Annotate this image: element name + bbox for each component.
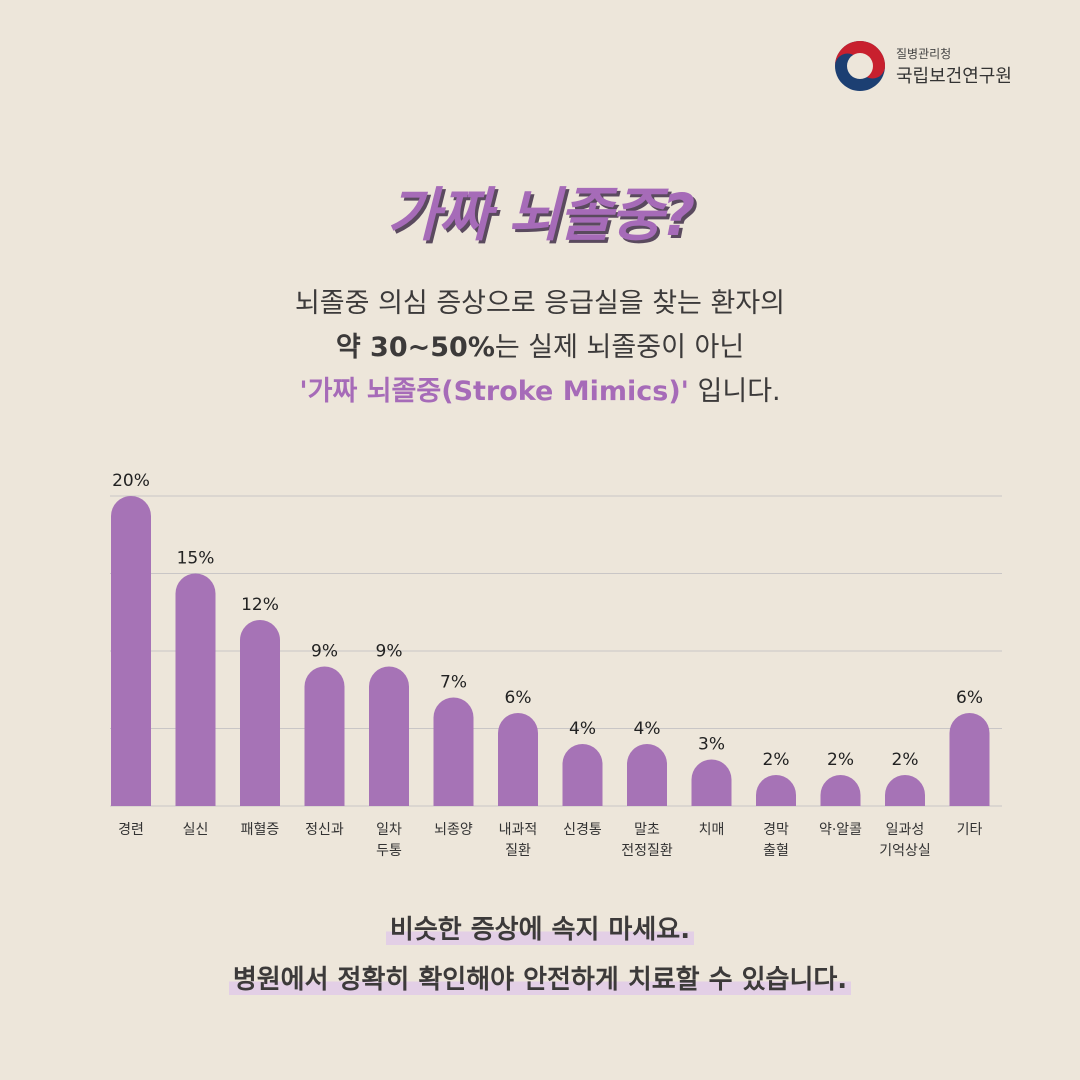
data-label: 15% [177,549,215,569]
category-label: 신경통 [563,822,602,838]
data-label: 12% [241,595,279,615]
data-label: 2% [892,750,919,770]
bar [433,697,474,806]
subtitle-line2: 약 30~50%는 실제 뇌졸중이 아닌 [0,326,1080,370]
footer: 비슷한 증상에 속지 마세요. 병원에서 정확히 확인해야 안전하게 치료할 수… [0,905,1080,1005]
bar [369,666,409,806]
category-label: 말초 전정질환 [621,822,673,859]
subtitle: 뇌졸중 의심 증상으로 응급실을 찾는 환자의 약 30~50%는 실제 뇌졸중… [0,282,1080,414]
subtitle-line3: '가짜 뇌졸중(Stroke Mimics)' 입니다. [0,370,1080,414]
institute-name: 국립보건연구원 [896,65,1012,87]
data-label: 6% [956,688,983,708]
category-label: 경막 출혈 [763,822,789,859]
subtitle-percent: 약 30~50% [335,332,495,363]
category-label: 정신과 [305,822,344,838]
data-label: 9% [376,642,403,662]
bar [627,744,667,806]
category-label: 뇌종양 [434,822,473,838]
data-label: 6% [505,688,532,708]
data-label: 7% [440,673,467,693]
bar [498,713,538,806]
subtitle-line2-rest: 는 실제 뇌졸중이 아닌 [494,332,745,363]
bar [562,744,603,806]
category-label: 일차 두통 [376,822,402,859]
bar [949,713,990,806]
bar [885,775,925,806]
data-label: 4% [569,719,596,739]
data-label: 20% [112,471,150,491]
category-label: 기타 [957,822,983,838]
bar [691,759,732,806]
logo: 질병관리청 국립보건연구원 [834,40,1012,92]
category-label: 내과적 질환 [499,822,538,859]
subtitle-highlight: '가짜 뇌졸중(Stroke Mimics)' [299,376,689,407]
category-label: 치매 [699,822,725,838]
subtitle-line3-rest: 입니다. [688,376,781,407]
data-label: 2% [763,750,790,770]
category-label: 일과성 기억상실 [879,822,931,859]
data-label: 3% [698,735,725,755]
bar [304,666,345,806]
data-label: 2% [827,750,854,770]
subtitle-line1: 뇌졸중 의심 증상으로 응급실을 찾는 환자의 [294,288,786,319]
data-label: 4% [634,719,661,739]
agency-name: 질병관리청 [896,46,952,61]
data-label: 9% [311,642,338,662]
category-label: 경련 [118,822,144,838]
bar [820,775,861,806]
bar [111,496,151,806]
bar [756,775,796,806]
category-label: 약·알콜 [819,822,862,838]
footer-line2: 병원에서 정확히 확인해야 안전하게 치료할 수 있습니다. [228,965,852,995]
bar-chart: 20% 경련 15% 실신 12% 패혈증 9% 정신과 9% 일차 두통 7% 뇌종양 6% 내과적 질환 4… [110,471,1002,859]
bar [175,573,216,806]
category-label: 실신 [183,822,209,838]
category-label: 패혈증 [241,822,280,838]
page-title: 가짜 뇌졸중? [386,181,696,249]
government-emblem-icon [835,41,885,91]
bar [240,620,280,806]
footer-line1: 비슷한 증상에 속지 마세요. [385,915,695,945]
